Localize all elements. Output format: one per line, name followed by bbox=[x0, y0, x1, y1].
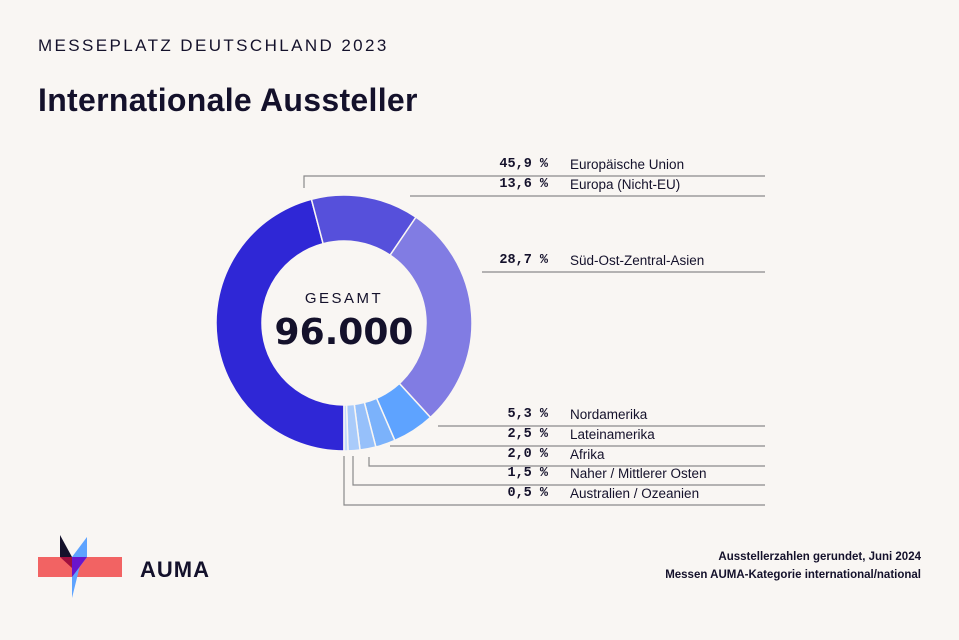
leader-line bbox=[368, 457, 765, 467]
page-title: Internationale Aussteller bbox=[38, 82, 418, 118]
auma-logo-icon bbox=[38, 535, 122, 598]
legend-item: 2,5 % Lateinamerika bbox=[0, 427, 959, 447]
legend-percent: 2,0 % bbox=[507, 447, 548, 462]
leader-line bbox=[343, 456, 765, 506]
legend-percent: 13,6 % bbox=[499, 177, 548, 192]
legend-item: 45,9 % Europäische Union bbox=[0, 157, 959, 177]
footnote: Ausstellerzahlen gerundet, Juni 2024 Mes… bbox=[665, 548, 921, 584]
legend-item: 13,6 % Europa (Nicht-EU) bbox=[0, 177, 959, 197]
leader-line bbox=[352, 456, 765, 486]
legend-item: 2,0 % Afrika bbox=[0, 447, 959, 467]
legend-label: Europa (Nicht-EU) bbox=[570, 177, 681, 192]
footnote-line-2: Messen AUMA-Kategorie international/nati… bbox=[665, 569, 921, 581]
legend-label: Lateinamerika bbox=[570, 427, 655, 442]
auma-wordmark: AUMA bbox=[140, 557, 210, 582]
legend-item: 0,5 % Australien / Ozeanien bbox=[0, 486, 959, 506]
legend-item: 28,7 % Süd-Ost-Zentral-Asien bbox=[0, 253, 959, 273]
legend-percent: 5,3 % bbox=[507, 407, 548, 422]
donut-segment bbox=[343, 404, 349, 452]
legend-label: Süd-Ost-Zentral-Asien bbox=[570, 253, 705, 268]
legend-label: Europäische Union bbox=[570, 157, 685, 172]
center-value: 96.000 bbox=[274, 312, 414, 353]
donut-segment bbox=[215, 198, 345, 452]
footnote-line-1: Ausstellerzahlen gerundet, Juni 2024 bbox=[718, 551, 921, 563]
legend-item: 5,3 % Nordamerika bbox=[0, 407, 959, 427]
kicker: MESSEPLATZ DEUTSCHLAND 2023 bbox=[38, 36, 389, 55]
legend-label: Afrika bbox=[570, 447, 605, 462]
legend-percent: 28,7 % bbox=[499, 253, 548, 268]
legend-item: 1,5 % Naher / Mittlerer Osten bbox=[0, 466, 959, 486]
legend-percent: 0,5 % bbox=[507, 486, 548, 501]
legend-label: Nordamerika bbox=[570, 407, 648, 422]
leader-line bbox=[303, 175, 765, 188]
legend-percent: 1,5 % bbox=[507, 466, 548, 481]
center-label: GESAMT bbox=[304, 290, 384, 307]
legend-percent: 45,9 % bbox=[499, 157, 548, 172]
legend-label: Naher / Mittlerer Osten bbox=[570, 466, 707, 481]
legend-percent: 2,5 % bbox=[507, 427, 548, 442]
donut-segment bbox=[389, 216, 473, 419]
legend-label: Australien / Ozeanien bbox=[570, 486, 700, 501]
